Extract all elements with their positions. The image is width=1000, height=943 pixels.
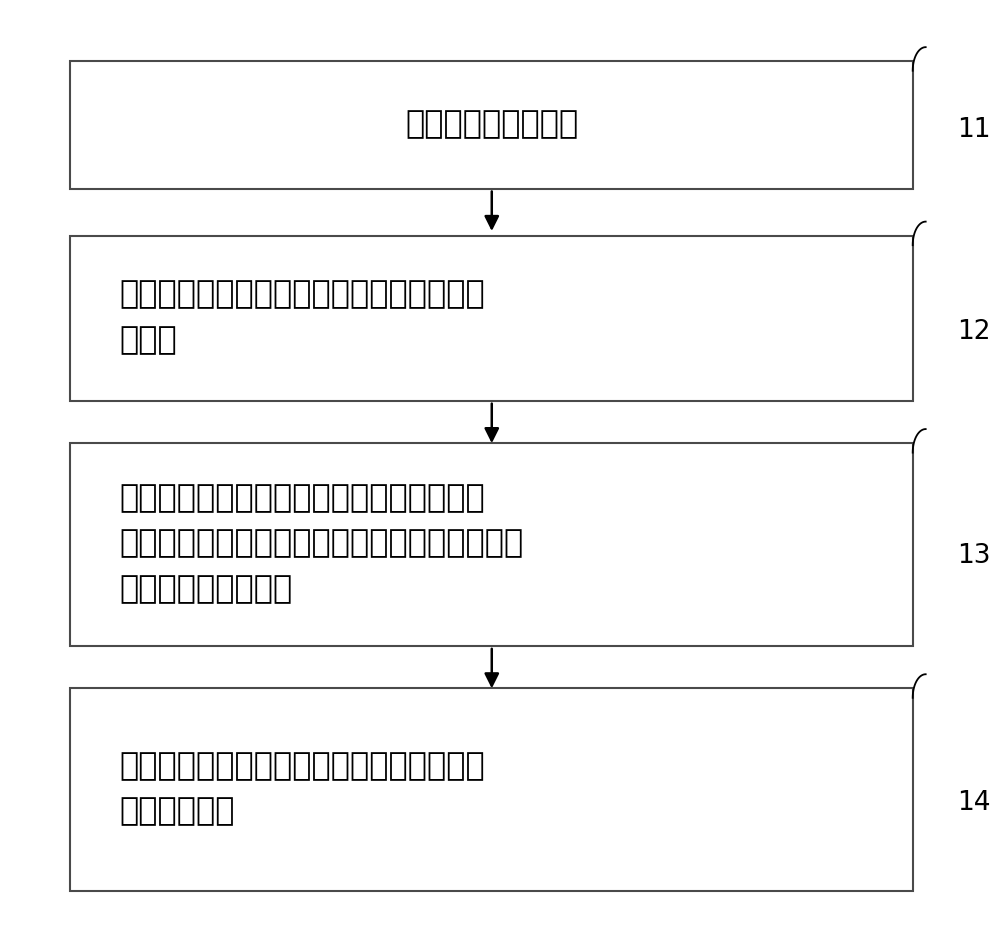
Bar (70, 688, 913, 891)
Text: 12: 12 (958, 319, 991, 345)
Text: 在微波共面波导传输线的基础上加载形成周
期性金属电极: 在微波共面波导传输线的基础上加载形成周 期性金属电极 (120, 751, 485, 828)
Text: 14: 14 (958, 790, 991, 817)
Text: 在所述低介电常数衬底表面沉积低介电常数
键合层: 在所述低介电常数衬底表面沉积低介电常数 键合层 (120, 279, 485, 356)
Text: 13: 13 (958, 543, 991, 570)
Bar (70, 443, 913, 646)
Bar (70, 61, 913, 189)
Text: 形成低介电常数衬底: 形成低介电常数衬底 (405, 109, 578, 140)
Text: 将铌酸锂晶体层与键合层进行键合并剥离，
形成铌酸锂薄膜层；并将所述铌酸锂薄膜层刻蚀
形成铌酸锂波导结构: 将铌酸锂晶体层与键合层进行键合并剥离， 形成铌酸锂薄膜层；并将所述铌酸锂薄膜层刻… (120, 483, 524, 605)
Text: 11: 11 (958, 117, 991, 143)
Bar (70, 236, 913, 401)
